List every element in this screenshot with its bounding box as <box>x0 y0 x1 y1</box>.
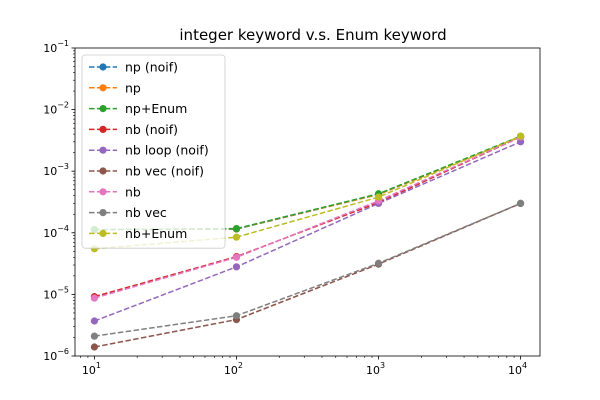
legend-entry: nb vec <box>89 205 167 220</box>
plot-frame <box>74 47 541 357</box>
legend-entry: nb+Enum <box>89 226 187 241</box>
x-tick-label: 103 <box>366 361 385 377</box>
legend-label: nb+Enum <box>125 226 187 241</box>
legend-entry: nb loop (noif) <box>89 143 209 158</box>
data-point <box>232 233 241 241</box>
legend-label: nb (noif) <box>125 122 178 137</box>
data-point <box>90 317 99 325</box>
legend-swatch-marker <box>99 63 107 71</box>
x-tick-label: 102 <box>224 361 243 377</box>
y-tick-label: 10−4 <box>43 224 69 240</box>
legend-entry: np+Enum <box>89 101 187 116</box>
legend-swatch-marker <box>99 125 107 133</box>
y-tick-label: 10−5 <box>43 285 69 301</box>
data-point <box>232 312 241 320</box>
y-tick-label: 10−3 <box>43 162 69 178</box>
legend-swatch-marker <box>99 209 107 217</box>
x-tick-label: 101 <box>82 361 101 377</box>
data-point <box>232 263 241 271</box>
y-tick-label: 10−1 <box>43 39 69 55</box>
chart-title: integer keyword v.s. Enum keyword <box>179 26 446 44</box>
legend-entry: nb <box>89 184 141 199</box>
data-point <box>516 132 525 140</box>
legend-swatch-marker <box>99 84 107 92</box>
data-point <box>374 193 383 201</box>
legend-entry: nb (noif) <box>89 122 178 137</box>
legend: np (noif) np np+Enum nb (noif) nb loop (noif… <box>81 54 226 249</box>
legend-swatch-marker <box>99 146 107 154</box>
series-7 <box>90 199 525 340</box>
y-tick-label: 10−6 <box>43 347 69 363</box>
y-tick-label: 10−2 <box>43 101 69 117</box>
x-tick-label: 104 <box>508 361 527 377</box>
legend-label: nb loop (noif) <box>125 143 209 158</box>
data-point <box>90 294 99 302</box>
data-point <box>232 253 241 261</box>
legend-swatch-marker <box>99 105 107 113</box>
series-line <box>94 141 521 322</box>
series-line <box>94 136 521 299</box>
series-line <box>94 202 521 337</box>
data-point <box>516 199 525 208</box>
legend-swatch-marker <box>99 167 107 175</box>
legend-entry: np (noif) <box>89 60 178 75</box>
axis-layer: 101 102 103 104 10−6 10−5 10−4 10−3 10−2 10−1 <box>43 39 527 377</box>
legend-label: np (noif) <box>125 60 178 75</box>
legend-label: nb <box>125 184 141 199</box>
legend-swatch-marker <box>99 188 107 196</box>
legend-box <box>81 54 226 249</box>
legend-swatch-marker <box>99 229 107 237</box>
data-point <box>232 224 241 233</box>
series-line <box>94 135 521 231</box>
legend-entry: np <box>89 80 141 95</box>
legend-label: nb vec <box>125 205 167 220</box>
legend-label: np+Enum <box>125 101 187 116</box>
legend-label: nb vec (noif) <box>125 164 204 179</box>
legend-entry: nb vec (noif) <box>89 164 204 179</box>
data-point <box>90 332 99 340</box>
legend-label: np <box>125 80 141 95</box>
data-point <box>374 259 383 267</box>
data-point <box>90 343 99 351</box>
